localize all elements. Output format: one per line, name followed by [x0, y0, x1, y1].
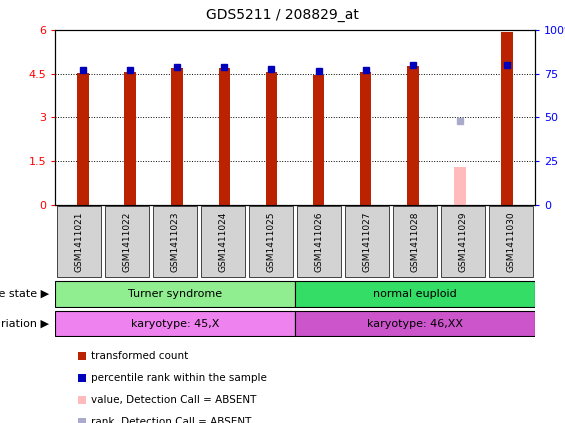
Text: karyotype: 45,X: karyotype: 45,X [131, 319, 219, 329]
Text: GSM1411028: GSM1411028 [411, 211, 419, 272]
FancyBboxPatch shape [489, 206, 533, 277]
Bar [124, 72, 136, 205]
FancyBboxPatch shape [441, 206, 485, 277]
FancyBboxPatch shape [58, 206, 101, 277]
Bar [171, 68, 183, 205]
Text: GDS5211 / 208829_at: GDS5211 / 208829_at [206, 8, 359, 22]
FancyBboxPatch shape [295, 281, 535, 307]
FancyBboxPatch shape [345, 206, 389, 277]
Text: Turner syndrome: Turner syndrome [128, 289, 222, 299]
Text: GSM1411029: GSM1411029 [459, 211, 467, 272]
Text: rank, Detection Call = ABSENT: rank, Detection Call = ABSENT [90, 417, 251, 423]
FancyBboxPatch shape [154, 206, 197, 277]
FancyBboxPatch shape [297, 206, 341, 277]
Text: GSM1411026: GSM1411026 [315, 211, 324, 272]
FancyBboxPatch shape [393, 206, 437, 277]
Bar [312, 74, 324, 205]
Text: GSM1411022: GSM1411022 [123, 212, 132, 272]
Bar [501, 32, 512, 205]
FancyBboxPatch shape [249, 206, 293, 277]
Text: disease state ▶: disease state ▶ [0, 289, 49, 299]
Bar [77, 73, 89, 205]
Text: genotype/variation ▶: genotype/variation ▶ [0, 319, 49, 329]
Bar [266, 72, 277, 205]
Text: karyotype: 46,XX: karyotype: 46,XX [367, 319, 463, 329]
Text: GSM1411027: GSM1411027 [363, 211, 372, 272]
FancyBboxPatch shape [55, 281, 295, 307]
Text: GSM1411023: GSM1411023 [171, 211, 180, 272]
Text: GSM1411025: GSM1411025 [267, 211, 276, 272]
Text: percentile rank within the sample: percentile rank within the sample [90, 373, 267, 383]
FancyBboxPatch shape [106, 206, 149, 277]
Bar [407, 66, 419, 205]
Text: GSM1411030: GSM1411030 [506, 211, 515, 272]
Text: value, Detection Call = ABSENT: value, Detection Call = ABSENT [90, 395, 256, 405]
Text: GSM1411021: GSM1411021 [75, 211, 84, 272]
Text: GSM1411024: GSM1411024 [219, 212, 228, 272]
Bar [219, 68, 231, 205]
FancyBboxPatch shape [55, 311, 295, 336]
Bar [360, 72, 371, 205]
Bar [454, 167, 466, 205]
Text: normal euploid: normal euploid [373, 289, 457, 299]
Text: transformed count: transformed count [90, 351, 188, 361]
FancyBboxPatch shape [295, 311, 535, 336]
FancyBboxPatch shape [201, 206, 245, 277]
